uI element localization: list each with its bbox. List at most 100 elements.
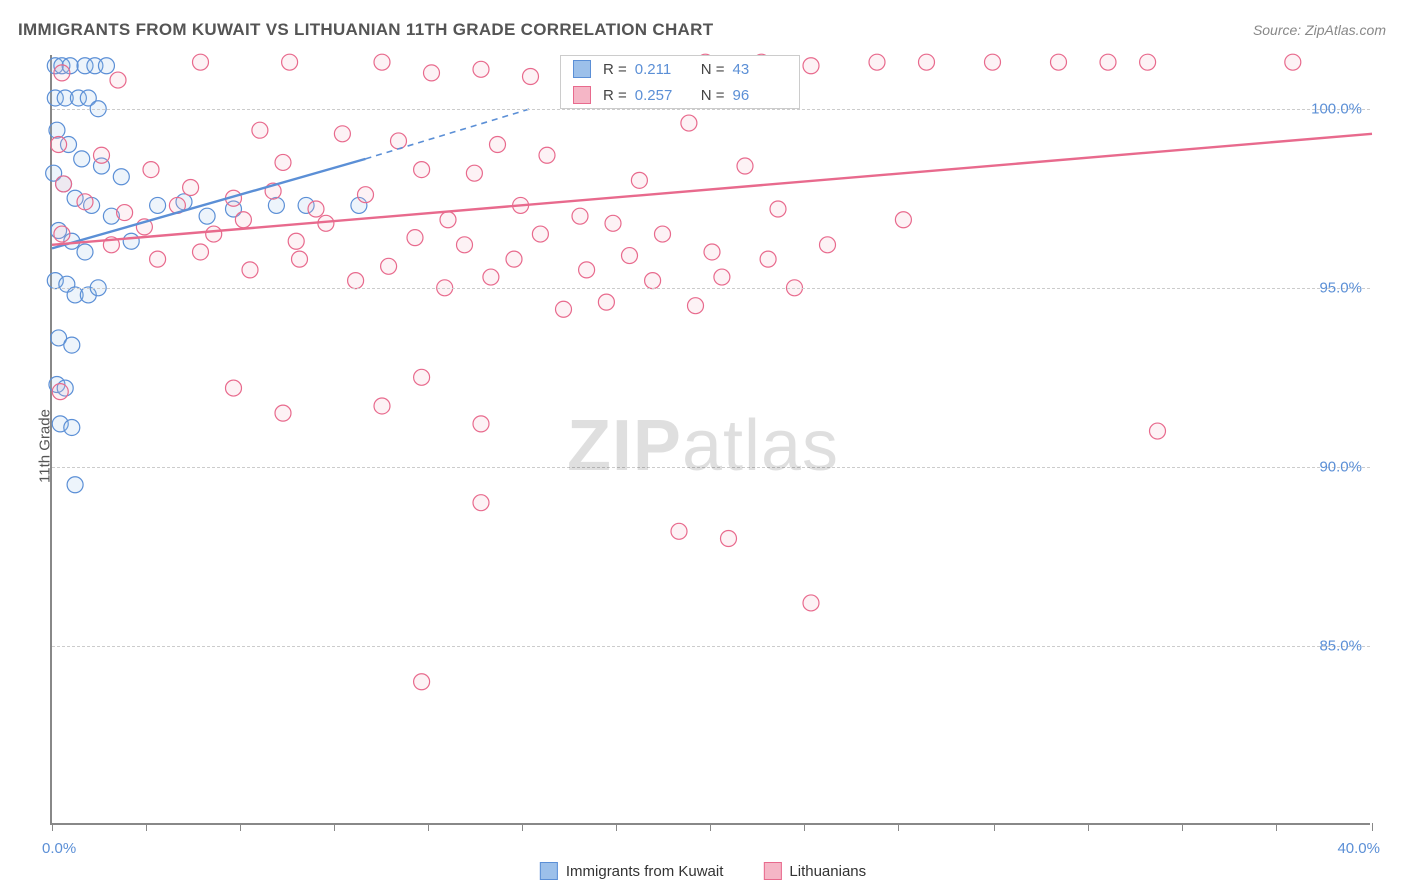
- x-tick: [804, 823, 805, 831]
- data-point-lithuanian: [282, 54, 298, 70]
- data-point-lithuanian: [414, 674, 430, 690]
- data-point-lithuanian: [275, 154, 291, 170]
- legend-stats: R = 0.211 N = 43 R = 0.257 N = 96: [560, 55, 800, 109]
- data-point-lithuanian: [288, 233, 304, 249]
- data-point-lithuanian: [242, 262, 258, 278]
- data-point-lithuanian: [539, 147, 555, 163]
- gridline: [52, 646, 1370, 647]
- data-point-lithuanian: [1150, 423, 1166, 439]
- data-point-kuwait: [199, 208, 215, 224]
- x-tick: [428, 823, 429, 831]
- data-point-kuwait: [64, 419, 80, 435]
- data-point-lithuanian: [714, 269, 730, 285]
- data-point-lithuanian: [440, 212, 456, 228]
- r-value-kuwait: 0.211: [635, 61, 689, 78]
- x-tick: [898, 823, 899, 831]
- x-axis-max-label: 40.0%: [1337, 840, 1380, 857]
- y-tick-label: 95.0%: [1319, 279, 1380, 296]
- x-tick: [522, 823, 523, 831]
- x-tick: [1276, 823, 1277, 831]
- data-point-lithuanian: [490, 137, 506, 153]
- data-point-kuwait: [77, 244, 93, 260]
- data-point-lithuanian: [1285, 54, 1301, 70]
- x-tick: [710, 823, 711, 831]
- data-point-lithuanian: [506, 251, 522, 267]
- data-point-lithuanian: [334, 126, 350, 142]
- data-point-lithuanian: [94, 147, 110, 163]
- data-point-kuwait: [49, 122, 65, 138]
- trend-line-lithuanian: [52, 134, 1372, 245]
- data-point-lithuanian: [1100, 54, 1116, 70]
- swatch-lithuanian-icon: [763, 862, 781, 880]
- data-point-lithuanian: [622, 248, 638, 264]
- data-point-lithuanian: [52, 384, 68, 400]
- gridline: [52, 467, 1370, 468]
- x-tick: [1088, 823, 1089, 831]
- swatch-kuwait: [573, 60, 591, 78]
- swatch-kuwait-icon: [540, 862, 558, 880]
- legend-label-lithuanian: Lithuanians: [789, 863, 866, 880]
- data-point-lithuanian: [820, 237, 836, 253]
- data-point-lithuanian: [704, 244, 720, 260]
- y-tick-label: 85.0%: [1319, 637, 1380, 654]
- data-point-lithuanian: [737, 158, 753, 174]
- x-tick: [616, 823, 617, 831]
- data-point-lithuanian: [803, 58, 819, 74]
- data-point-lithuanian: [143, 162, 159, 178]
- data-point-lithuanian: [150, 251, 166, 267]
- n-value-lithuanian: 96: [733, 87, 787, 104]
- plot-svg: [52, 55, 1370, 823]
- data-point-lithuanian: [598, 294, 614, 310]
- data-point-lithuanian: [483, 269, 499, 285]
- y-tick-label: 100.0%: [1311, 100, 1380, 117]
- data-point-lithuanian: [605, 215, 621, 231]
- data-point-lithuanian: [869, 54, 885, 70]
- y-tick-label: 90.0%: [1319, 458, 1380, 475]
- data-point-lithuanian: [391, 133, 407, 149]
- data-point-lithuanian: [374, 54, 390, 70]
- data-point-lithuanian: [721, 530, 737, 546]
- data-point-lithuanian: [56, 176, 72, 192]
- data-point-lithuanian: [579, 262, 595, 278]
- data-point-lithuanian: [688, 298, 704, 314]
- data-point-lithuanian: [985, 54, 1001, 70]
- data-point-lithuanian: [473, 416, 489, 432]
- data-point-kuwait: [113, 169, 129, 185]
- data-point-lithuanian: [803, 595, 819, 611]
- data-point-lithuanian: [1140, 54, 1156, 70]
- r-value-lithuanian: 0.257: [635, 87, 689, 104]
- data-point-lithuanian: [424, 65, 440, 81]
- n-value-kuwait: 43: [733, 61, 787, 78]
- data-point-lithuanian: [252, 122, 268, 138]
- source-label: Source: ZipAtlas.com: [1253, 22, 1386, 38]
- r-label: R =: [603, 61, 627, 78]
- data-point-lithuanian: [414, 369, 430, 385]
- n-label: N =: [701, 61, 725, 78]
- data-point-lithuanian: [645, 273, 661, 289]
- data-point-kuwait: [150, 197, 166, 213]
- data-point-lithuanian: [381, 258, 397, 274]
- data-point-lithuanian: [235, 212, 251, 228]
- n-label: N =: [701, 87, 725, 104]
- data-point-lithuanian: [275, 405, 291, 421]
- data-point-lithuanian: [414, 162, 430, 178]
- x-tick: [1182, 823, 1183, 831]
- data-point-lithuanian: [110, 72, 126, 88]
- plot-area: 0.0% 40.0% 85.0%90.0%95.0%100.0%: [50, 55, 1370, 825]
- legend-stats-row-lithuanian: R = 0.257 N = 96: [561, 82, 799, 108]
- swatch-lithuanian: [573, 86, 591, 104]
- data-point-lithuanian: [466, 165, 482, 181]
- chart-title: IMMIGRANTS FROM KUWAIT VS LITHUANIAN 11T…: [18, 20, 713, 40]
- data-point-lithuanian: [407, 230, 423, 246]
- data-point-lithuanian: [457, 237, 473, 253]
- data-point-lithuanian: [532, 226, 548, 242]
- data-point-lithuanian: [308, 201, 324, 217]
- data-point-lithuanian: [655, 226, 671, 242]
- data-point-kuwait: [268, 197, 284, 213]
- x-tick: [240, 823, 241, 831]
- data-point-lithuanian: [206, 226, 222, 242]
- data-point-lithuanian: [117, 205, 133, 221]
- data-point-kuwait: [98, 58, 114, 74]
- data-point-lithuanian: [183, 180, 199, 196]
- legend-item-lithuanian: Lithuanians: [763, 862, 866, 880]
